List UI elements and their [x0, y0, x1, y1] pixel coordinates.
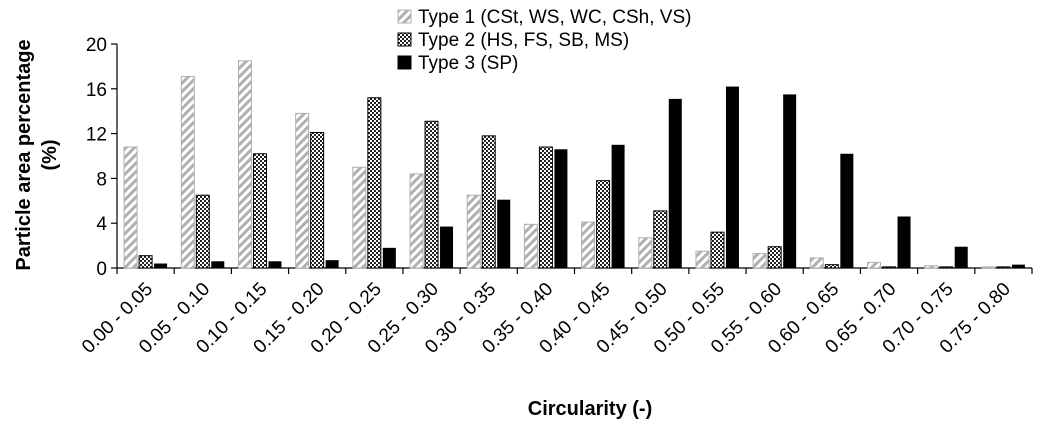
y-tick-label: 12: [86, 125, 107, 146]
legend-swatch-1: [397, 9, 412, 24]
bar-1: [466, 194, 481, 269]
legend-label-3: Type 3 (SP): [418, 53, 518, 74]
bar-2: [138, 255, 153, 269]
bar-3: [1011, 264, 1025, 268]
bar-1: [638, 237, 653, 269]
bar-3: [897, 216, 911, 268]
bar-3: [268, 261, 282, 268]
y-axis-title: Particle area percentage (%): [13, 39, 61, 270]
bar-1: [523, 223, 538, 269]
y-axis-title-line2: (%): [39, 139, 61, 170]
bar-1: [752, 252, 767, 269]
legend-label-2: Type 2 (HS, FS, SB, MS): [418, 30, 629, 51]
bar-1: [581, 221, 596, 269]
bar-1: [123, 146, 138, 269]
bar-1: [180, 75, 195, 269]
bar-1: [237, 60, 252, 269]
bar-2: [195, 194, 210, 269]
bar-1: [352, 166, 367, 269]
y-tick-label: 8: [96, 169, 107, 190]
bar-3: [783, 94, 797, 269]
bar-1: [809, 257, 824, 269]
bar-1: [924, 265, 939, 269]
legend-label-1: Type 1 (CSt, WS, WC, CSh, VS): [418, 7, 691, 28]
legend-swatch-3: [397, 55, 412, 70]
y-axis-title-line1: Particle area percentage: [13, 39, 35, 270]
bar-3: [440, 226, 454, 268]
y-tick-label: 20: [86, 35, 107, 56]
bar-3: [840, 153, 854, 268]
y-tick-label: 4: [96, 214, 107, 235]
bar-3: [211, 261, 225, 268]
bar-1: [867, 261, 882, 269]
bar-3: [497, 199, 511, 268]
bar-2: [710, 231, 725, 269]
x-axis-title: Circularity (-): [528, 398, 652, 420]
bar-3: [154, 263, 168, 268]
legend-swatch-2: [397, 32, 412, 47]
bar-3: [725, 86, 739, 268]
bar-1: [695, 250, 710, 269]
bar-2: [310, 131, 325, 269]
bar-2: [367, 97, 382, 269]
bar-3: [954, 246, 968, 268]
bar-2: [653, 210, 668, 269]
bar-2: [424, 120, 439, 269]
bar-1: [981, 266, 996, 269]
bar-1: [409, 173, 424, 269]
bar-2: [824, 264, 839, 269]
bar-2: [252, 153, 267, 269]
bar-2: [596, 180, 611, 269]
bar-2: [996, 266, 1011, 269]
bar-2: [882, 266, 897, 269]
bar-2: [481, 135, 496, 269]
legend: Type 1 (CSt, WS, WC, CSh, VS)Type 2 (HS,…: [397, 7, 691, 74]
y-tick-label: 0: [96, 259, 107, 280]
bar-3: [325, 260, 339, 268]
bar-3: [668, 98, 682, 268]
bar-2: [538, 146, 553, 269]
y-tick-label: 16: [86, 80, 107, 101]
bar-3: [382, 247, 396, 268]
bars: [123, 60, 1025, 269]
bar-2: [939, 266, 954, 269]
bar-1: [295, 112, 310, 269]
bar-2: [767, 246, 782, 269]
bar-3: [611, 144, 625, 268]
bar-3: [554, 149, 568, 268]
